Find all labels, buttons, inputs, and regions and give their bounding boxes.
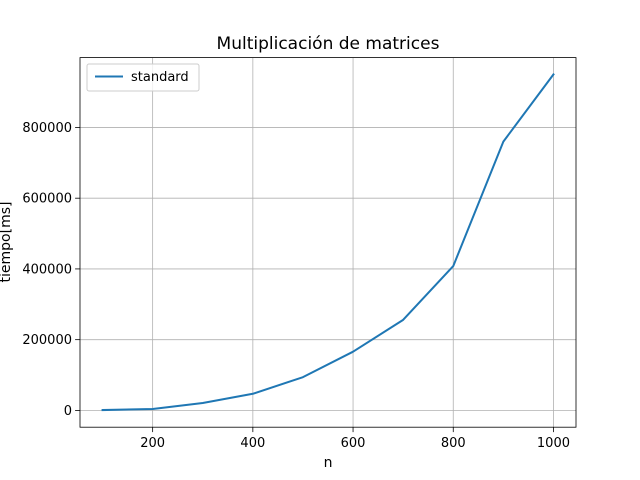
- series-layer: [101, 73, 555, 412]
- x-tick-label: 600: [341, 436, 366, 451]
- y-tick-label: 800000: [22, 121, 72, 136]
- x-tick-label: 200: [140, 436, 165, 451]
- y-axis: 0 200000 400000 600000 800000: [22, 121, 80, 419]
- plot-frame: [79, 57, 577, 428]
- x-tick-label: 1000: [537, 436, 570, 451]
- grid: [80, 57, 576, 428]
- x-axis-label: n: [324, 455, 333, 471]
- y-tick-label: 600000: [22, 192, 72, 207]
- x-axis: 200 400 600 800 1000: [140, 427, 570, 451]
- legend: standard: [86, 63, 200, 92]
- x-tick-label: 800: [441, 436, 466, 451]
- series-line-standard: [101, 73, 555, 412]
- y-axis-label: tiempo[ms]: [0, 202, 14, 283]
- legend-label-standard: standard: [131, 70, 189, 85]
- legend-box: [86, 63, 200, 92]
- y-tick-label: 0: [64, 404, 72, 419]
- y-tick-label: 200000: [22, 333, 72, 348]
- x-tick-label: 400: [240, 436, 265, 451]
- y-tick-label: 400000: [22, 262, 72, 277]
- chart-title: Multiplicación de matrices: [217, 34, 440, 54]
